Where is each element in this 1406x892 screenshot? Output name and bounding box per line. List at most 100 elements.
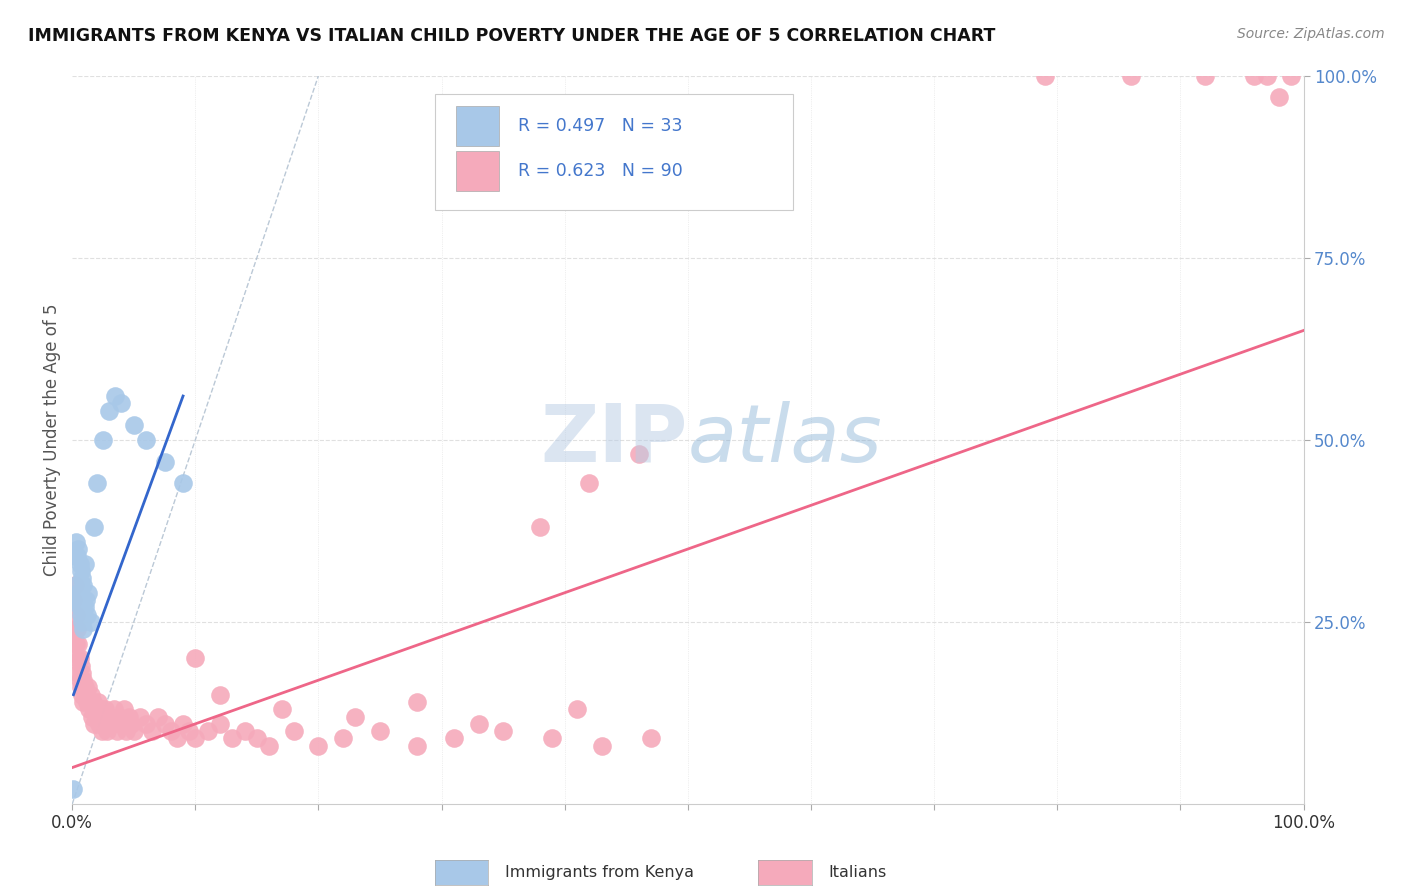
Point (62, 593, 84, 607)
Text: Source: ZipAtlas.com: Source: ZipAtlas.com (1237, 27, 1385, 41)
Point (67, 585, 90, 599)
Point (67, 541, 90, 556)
Point (197, 724, 219, 739)
Bar (457, 151, 499, 191)
Point (110, 396, 132, 410)
Point (80, 709, 103, 723)
Point (66, 549, 89, 564)
Point (73, 557, 96, 571)
Point (492, 724, 515, 739)
Text: Italians: Italians (828, 865, 887, 880)
Point (1243, 69, 1265, 83)
Point (69, 600, 91, 615)
Text: Immigrants from Kenya: Immigrants from Kenya (505, 865, 695, 880)
Point (66, 651, 89, 665)
Point (73, 600, 96, 615)
Bar (457, 106, 499, 146)
Point (344, 709, 367, 723)
Point (70, 571, 93, 585)
Point (75, 688, 97, 702)
Point (86, 476, 108, 491)
Point (104, 389, 127, 403)
Point (122, 724, 145, 739)
Point (308, 739, 330, 753)
Point (96, 724, 118, 739)
Point (368, 724, 391, 739)
Point (270, 702, 292, 716)
Point (76, 695, 98, 709)
Point (80, 688, 103, 702)
Point (63, 578, 86, 592)
Point (135, 716, 157, 731)
Point (100, 716, 122, 731)
Point (184, 731, 207, 746)
Point (79, 702, 101, 716)
Point (443, 731, 465, 746)
Point (529, 520, 551, 534)
Point (91, 433, 114, 447)
Text: R = 0.623   N = 90: R = 0.623 N = 90 (517, 161, 683, 179)
Point (69, 651, 91, 665)
Point (73, 681, 96, 695)
Point (135, 433, 157, 447)
Point (208, 716, 231, 731)
Point (65, 578, 87, 592)
Point (63, 593, 86, 607)
Point (118, 709, 141, 723)
Point (98, 709, 121, 723)
Point (65, 534, 87, 549)
Point (257, 739, 280, 753)
Text: ZIP: ZIP (541, 401, 688, 479)
Point (90, 724, 112, 739)
Point (148, 709, 170, 723)
Point (70, 615, 93, 629)
Point (184, 651, 207, 665)
Point (103, 702, 125, 716)
Point (221, 731, 243, 746)
FancyBboxPatch shape (436, 94, 793, 211)
Point (62, 782, 84, 797)
Point (91, 709, 114, 723)
Y-axis label: Child Poverty Under the Age of 5: Child Poverty Under the Age of 5 (44, 303, 60, 576)
Point (110, 716, 132, 731)
Point (1279, 69, 1302, 83)
Point (93, 716, 115, 731)
Point (65, 607, 87, 622)
Point (166, 731, 188, 746)
Point (1033, 69, 1056, 83)
Point (89, 716, 111, 731)
Point (172, 716, 194, 731)
Point (233, 724, 256, 739)
Point (66, 593, 89, 607)
Point (1256, 69, 1278, 83)
Point (72, 622, 94, 636)
Point (83, 716, 105, 731)
Point (86, 709, 108, 723)
Point (565, 702, 588, 716)
Point (87, 695, 110, 709)
Point (98, 403, 121, 417)
Point (83, 520, 105, 534)
Text: atlas: atlas (688, 401, 883, 479)
Point (120, 716, 142, 731)
Point (578, 476, 600, 491)
Point (246, 731, 269, 746)
Point (75, 593, 97, 607)
Point (1121, 69, 1143, 83)
Point (591, 739, 613, 753)
Point (640, 731, 662, 746)
Point (283, 724, 305, 739)
Point (70, 607, 93, 622)
Point (105, 724, 128, 739)
Point (1268, 90, 1291, 104)
Point (112, 702, 135, 716)
Point (69, 557, 91, 571)
Point (82, 695, 104, 709)
Point (72, 673, 94, 687)
Point (67, 637, 90, 651)
Point (90, 702, 112, 716)
Point (179, 724, 201, 739)
Point (172, 476, 194, 491)
Point (70, 658, 93, 673)
Point (159, 724, 181, 739)
